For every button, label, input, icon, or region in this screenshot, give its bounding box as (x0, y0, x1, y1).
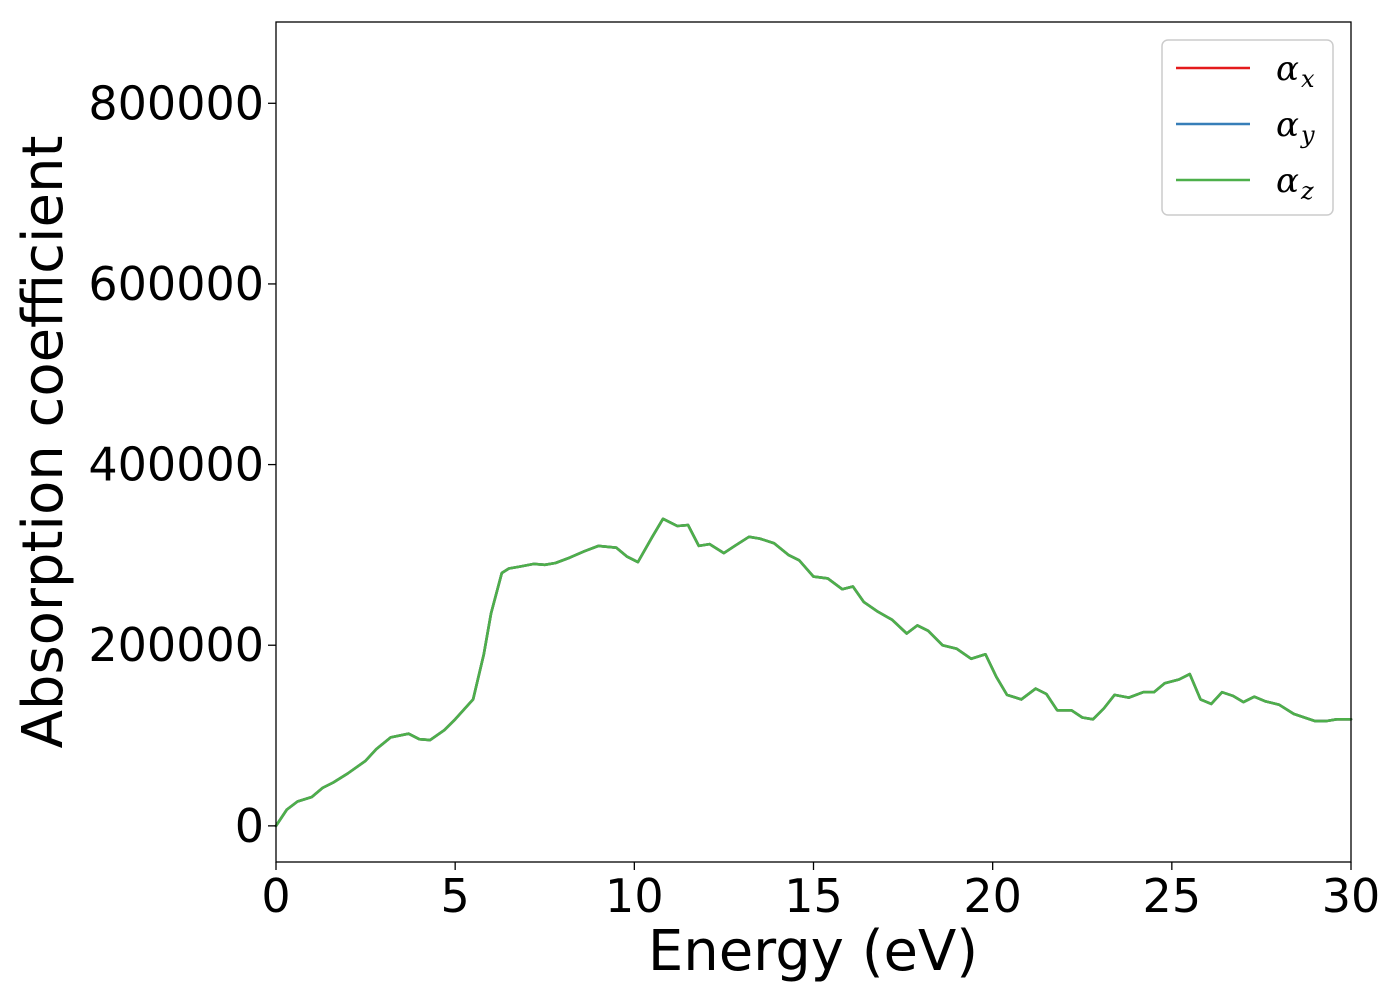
series-layer (274, 517, 1353, 828)
x-tick-label: 10 (605, 869, 664, 923)
x-tick-label: 30 (1322, 869, 1381, 923)
y-tick-label: 800000 (88, 76, 264, 130)
x-axis: 0 5 10 15 20 25 30 (261, 862, 1380, 923)
x-tick-label: 5 (441, 869, 470, 923)
x-tick-label: 20 (963, 869, 1022, 923)
y-tick-label: 400000 (88, 438, 264, 492)
y-tick-label: 200000 (88, 618, 264, 672)
x-tick-label: 15 (784, 869, 843, 923)
y-axis-title: Absorption coefficient (11, 136, 76, 749)
y-tick-label: 0 (235, 799, 264, 853)
y-tick-label: 600000 (88, 257, 264, 311)
series-line-z (274, 517, 1353, 828)
x-axis-title: Energy (eV) (648, 919, 978, 984)
legend-box (1161, 39, 1334, 216)
y-axis: 0 200000 400000 600000 800000 (88, 76, 276, 853)
x-tick-label: 25 (1143, 869, 1202, 923)
x-tick-label: 0 (261, 869, 290, 923)
